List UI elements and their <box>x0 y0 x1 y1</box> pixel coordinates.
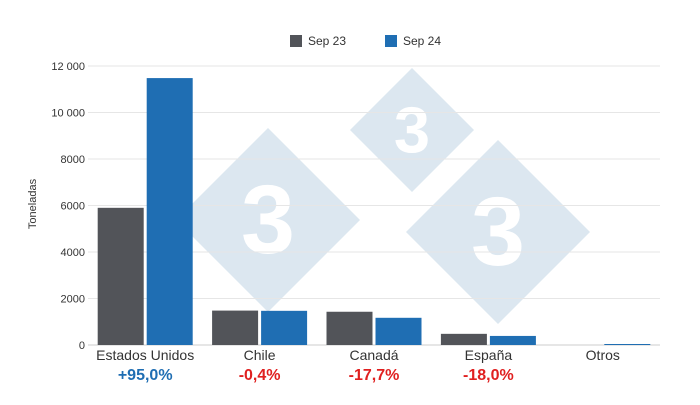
y-tick-label: 12 000 <box>51 61 85 73</box>
watermark-glyph: 3 <box>394 93 430 166</box>
bar <box>97 207 144 345</box>
bar <box>604 344 651 345</box>
bar <box>212 310 259 345</box>
watermark-glyph: 3 <box>241 165 295 274</box>
y-tick-label: 8000 <box>61 154 85 166</box>
bar <box>326 311 373 345</box>
bar <box>489 335 536 345</box>
legend[interactable]: Sep 23 Sep 24 <box>290 34 441 48</box>
bar <box>146 78 193 345</box>
watermark-shape <box>176 128 360 312</box>
y-axis: 0 2000 4000 6000 8000 10 000 12 000 <box>51 61 85 352</box>
y-tick-label: 0 <box>79 340 85 352</box>
bar <box>440 333 487 345</box>
watermark-diamond: 3 <box>176 128 360 312</box>
x-tick-label: Otros <box>586 347 620 363</box>
y-tick-label: 10 000 <box>51 108 85 120</box>
watermark-diamond: 3 <box>350 68 474 192</box>
change-label: -17,7% <box>349 367 400 384</box>
bar <box>261 310 308 345</box>
change-label: -18,0% <box>463 367 514 384</box>
y-tick-label: 2000 <box>61 294 85 306</box>
legend-swatch <box>290 35 302 47</box>
legend-item[interactable]: Sep 23 <box>290 34 346 48</box>
legend-label: Sep 24 <box>403 34 441 48</box>
x-tick-label: Chile <box>244 347 276 363</box>
x-axis: Estados Unidos Chile Canadá España Otros +95,… <box>96 347 620 384</box>
y-tick-label: 4000 <box>61 247 85 259</box>
legend-label: Sep 23 <box>308 34 346 48</box>
x-tick-label: España <box>465 347 513 363</box>
watermark-shape <box>406 140 590 324</box>
x-tick-label: Estados Unidos <box>96 347 194 363</box>
y-tick-label: 6000 <box>61 201 85 213</box>
legend-item[interactable]: Sep 24 <box>385 34 441 48</box>
watermark-diamond: 3 <box>406 140 590 324</box>
x-tick-label: Canadá <box>349 347 398 363</box>
watermark-glyph: 3 <box>471 177 525 286</box>
legend-swatch <box>385 35 397 47</box>
change-label: -0,4% <box>239 367 281 384</box>
bar <box>375 317 422 345</box>
watermark-logo: 333 <box>176 68 590 324</box>
y-axis-title: Toneladas <box>27 178 39 229</box>
change-label: +95,0% <box>118 367 173 384</box>
bars <box>97 78 651 345</box>
watermark-shape <box>350 68 474 192</box>
